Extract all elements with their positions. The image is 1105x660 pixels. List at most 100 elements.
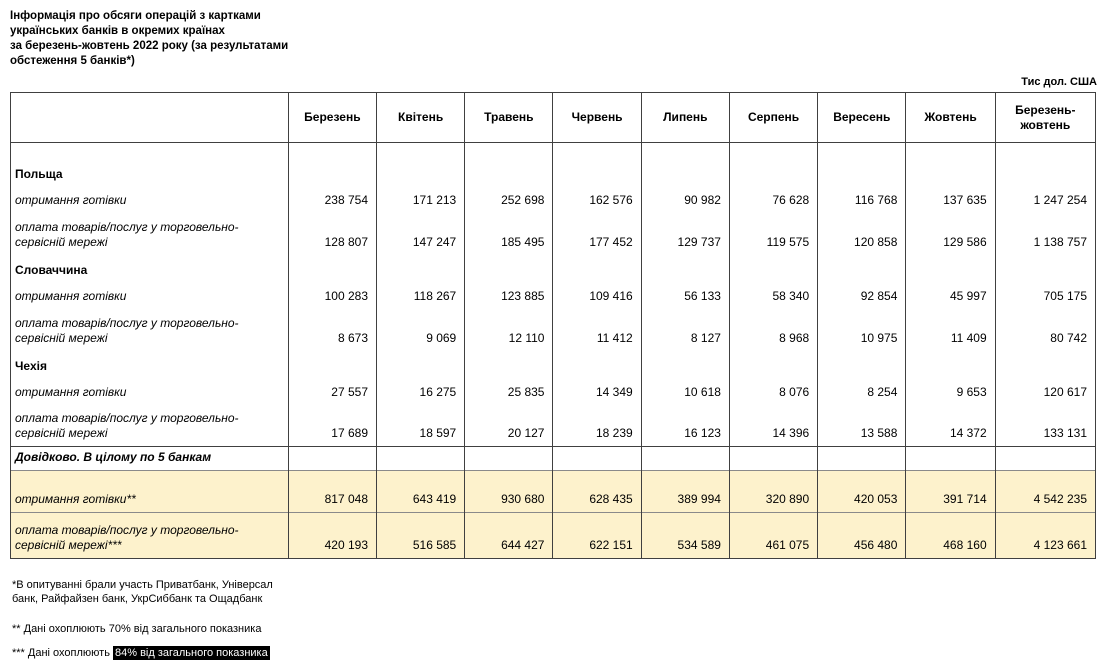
row-label: оплата товарів/послуг у торговельно-серв… [10, 212, 289, 255]
cell: 13 588 [817, 404, 907, 447]
cell: 20 127 [464, 404, 554, 447]
row-label: отримання готівки** [10, 470, 289, 513]
table-row: оплата товарів/послуг у торговельно-серв… [10, 404, 1097, 447]
column-header: Березень-жовтень [994, 92, 1097, 143]
cell [905, 158, 996, 187]
cell: 930 680 [464, 470, 554, 513]
cell [905, 142, 996, 159]
cell [994, 350, 1097, 379]
column-header: Квітень [375, 92, 466, 143]
cell [640, 158, 730, 187]
cell [287, 254, 378, 283]
cell [375, 142, 466, 159]
table-row [10, 142, 1097, 159]
cell: 4 123 661 [994, 512, 1097, 559]
cell [640, 254, 730, 283]
cell [994, 142, 1097, 159]
cell: 12 110 [464, 308, 554, 351]
page-title: Інформація про обсяги операцій з карткам… [10, 10, 289, 67]
cell: 14 372 [905, 404, 996, 447]
cell: 185 495 [464, 212, 554, 255]
cell [375, 446, 466, 471]
cell [817, 142, 907, 159]
row-label: Словаччина [10, 254, 289, 283]
cell: 56 133 [640, 282, 730, 309]
cell: 516 585 [375, 512, 466, 559]
cell: 16 275 [375, 378, 466, 405]
cell: 92 854 [817, 282, 907, 309]
cell: 468 160 [905, 512, 996, 559]
cell: 129 737 [640, 212, 730, 255]
cell: 9 653 [905, 378, 996, 405]
cell [552, 446, 642, 471]
footnote-participants: *В опитуванні брали участь Приватбанк, У… [12, 579, 273, 606]
cell: 90 982 [640, 186, 730, 213]
cell [817, 254, 907, 283]
column-header: Липень [640, 92, 730, 143]
cell: 100 283 [287, 282, 378, 309]
cell: 817 048 [287, 470, 378, 513]
cell: 461 075 [728, 512, 819, 559]
cell [994, 446, 1097, 471]
cell: 177 452 [552, 212, 642, 255]
units-label: Тис дол. США [1021, 76, 1097, 88]
cell: 109 416 [552, 282, 642, 309]
cell [640, 446, 730, 471]
cell: 10 618 [640, 378, 730, 405]
cell [464, 158, 554, 187]
cell [552, 254, 642, 283]
cell [728, 446, 819, 471]
column-header: Березень [287, 92, 378, 143]
highlight-selection: 84% від загального показника [113, 646, 270, 660]
cell: 14 396 [728, 404, 819, 447]
cell: 18 597 [375, 404, 466, 447]
cell: 4 542 235 [994, 470, 1097, 513]
cell: 118 267 [375, 282, 466, 309]
table-row: оплата товарів/послуг у торговельно-серв… [10, 308, 1097, 351]
cell: 8 673 [287, 308, 378, 351]
cell: 120 617 [994, 378, 1097, 405]
row-label: Довідково. В цілому по 5 банкам [10, 446, 289, 471]
cell: 11 409 [905, 308, 996, 351]
cell [464, 446, 554, 471]
cell: 9 069 [375, 308, 466, 351]
cell [287, 142, 378, 159]
cell [728, 350, 819, 379]
cell: 389 994 [640, 470, 730, 513]
table-row: оплата товарів/послуг у торговельно-серв… [10, 212, 1097, 255]
row-label: отримання готівки [10, 282, 289, 309]
cell: 420 193 [287, 512, 378, 559]
cell: 137 635 [905, 186, 996, 213]
cell [994, 158, 1097, 187]
cell: 705 175 [994, 282, 1097, 309]
cell [994, 254, 1097, 283]
row-label: Польща [10, 158, 289, 187]
table-row: отримання готівки 238 754 171 213 252 698 16… [10, 186, 1097, 213]
cell [728, 254, 819, 283]
row-label: оплата товарів/послуг у торговельно-серв… [10, 404, 289, 447]
cell: 129 586 [905, 212, 996, 255]
cell: 133 131 [994, 404, 1097, 447]
cell: 80 742 [994, 308, 1097, 351]
cell: 320 890 [728, 470, 819, 513]
cell: 628 435 [552, 470, 642, 513]
column-header: Травень [464, 92, 554, 143]
cell: 120 858 [817, 212, 907, 255]
table-row: оплата товарів/послуг у торговельно-серв… [10, 512, 1097, 559]
table-row: отримання готівки** 817 048 643 419 930 680… [10, 470, 1097, 513]
column-header-row: Березень Квітень Травень Червень Липень Серпе… [10, 92, 1097, 143]
cell: 123 885 [464, 282, 554, 309]
corner-cell [10, 92, 289, 143]
cell: 622 151 [552, 512, 642, 559]
cell [728, 142, 819, 159]
table-row: отримання готівки 27 557 16 275 25 835 14 34… [10, 378, 1097, 405]
cell [464, 254, 554, 283]
cell [287, 350, 378, 379]
row-label: оплата товарів/послуг у торговельно-серв… [10, 308, 289, 351]
cell: 238 754 [287, 186, 378, 213]
cell: 25 835 [464, 378, 554, 405]
cell [287, 446, 378, 471]
cell: 17 689 [287, 404, 378, 447]
cell: 8 127 [640, 308, 730, 351]
cell: 8 076 [728, 378, 819, 405]
